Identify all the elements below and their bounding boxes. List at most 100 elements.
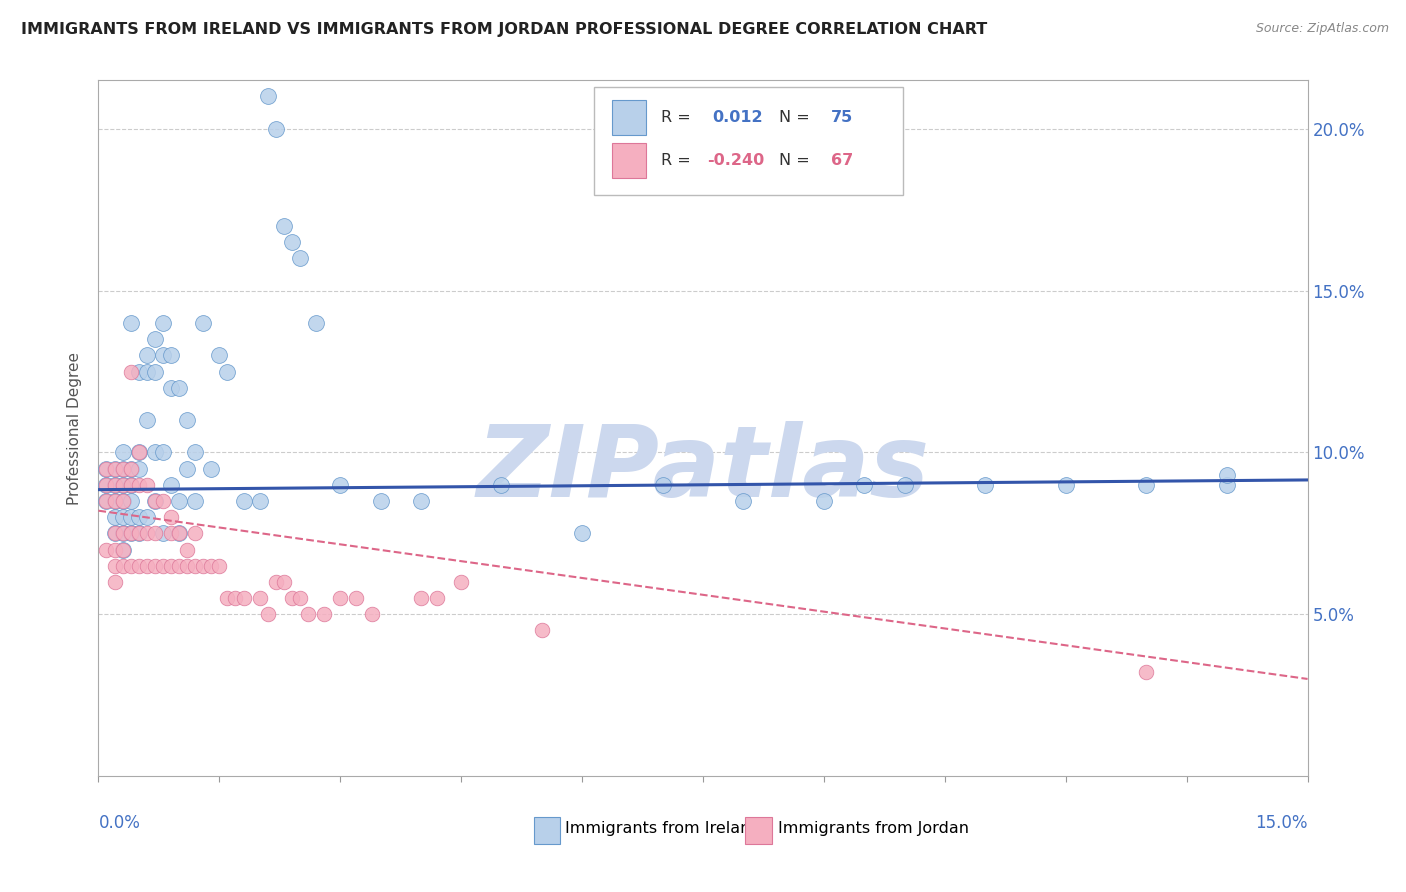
Point <box>135 526 157 541</box>
Point <box>232 591 254 605</box>
Point <box>176 542 198 557</box>
Point <box>143 494 166 508</box>
Point <box>491 477 513 491</box>
Text: 0.012: 0.012 <box>713 110 763 125</box>
Point <box>1216 477 1239 491</box>
Point <box>103 542 125 557</box>
Point <box>305 316 328 330</box>
Point <box>167 526 190 541</box>
Point <box>103 526 125 541</box>
Point <box>152 445 174 459</box>
Point <box>120 477 142 491</box>
Point <box>184 494 207 508</box>
Bar <box>534 817 561 844</box>
Point <box>128 445 150 459</box>
Point <box>96 477 118 491</box>
Point <box>128 461 150 475</box>
Text: 0.0%: 0.0% <box>98 814 141 832</box>
Point <box>120 510 142 524</box>
Point <box>96 542 118 557</box>
Point <box>111 526 134 541</box>
Point <box>103 558 125 573</box>
Point <box>96 461 118 475</box>
Point <box>160 510 183 524</box>
Point <box>143 365 166 379</box>
Point <box>974 477 997 491</box>
Point <box>152 348 174 362</box>
Point <box>249 494 271 508</box>
Text: IMMIGRANTS FROM IRELAND VS IMMIGRANTS FROM JORDAN PROFESSIONAL DEGREE CORRELATIO: IMMIGRANTS FROM IRELAND VS IMMIGRANTS FR… <box>21 22 987 37</box>
Point <box>111 494 134 508</box>
Point <box>426 591 449 605</box>
Point <box>176 413 198 427</box>
Point <box>361 607 384 622</box>
Point <box>288 591 311 605</box>
Point <box>103 477 125 491</box>
Text: N =: N = <box>779 110 815 125</box>
Point <box>111 461 134 475</box>
Point <box>264 121 287 136</box>
Point <box>111 445 134 459</box>
Point <box>143 445 166 459</box>
Point <box>96 461 118 475</box>
Point <box>111 526 134 541</box>
Point <box>344 591 367 605</box>
Point <box>1135 477 1157 491</box>
Point <box>135 348 157 362</box>
Point <box>120 461 142 475</box>
Point <box>329 477 352 491</box>
Point <box>167 558 190 573</box>
Point <box>120 365 142 379</box>
Point <box>651 477 673 491</box>
Point <box>160 348 183 362</box>
Point <box>200 558 222 573</box>
Point <box>160 526 183 541</box>
Point <box>120 526 142 541</box>
Point <box>120 558 142 573</box>
Point <box>135 558 157 573</box>
Point <box>530 624 553 638</box>
Point <box>128 558 150 573</box>
Point <box>184 526 207 541</box>
Point <box>176 558 198 573</box>
Point <box>128 477 150 491</box>
Point <box>152 494 174 508</box>
Point <box>128 526 150 541</box>
Y-axis label: Professional Degree: Professional Degree <box>67 351 83 505</box>
Point <box>208 348 231 362</box>
Point <box>288 252 311 266</box>
Point <box>370 494 392 508</box>
Point <box>193 558 215 573</box>
Point <box>111 477 134 491</box>
Point <box>152 558 174 573</box>
Point <box>273 574 295 589</box>
Point <box>103 574 125 589</box>
Point <box>193 316 215 330</box>
Point <box>111 510 134 524</box>
Point <box>281 591 304 605</box>
Point <box>314 607 336 622</box>
Point <box>893 477 915 491</box>
Point <box>200 461 222 475</box>
Text: 67: 67 <box>831 153 853 168</box>
Point <box>111 558 134 573</box>
Point <box>1135 665 1157 680</box>
Point <box>128 510 150 524</box>
Point <box>167 526 190 541</box>
Point <box>103 494 125 508</box>
Point <box>103 526 125 541</box>
Point <box>256 607 278 622</box>
Point <box>853 477 876 491</box>
Point <box>217 365 239 379</box>
Point <box>120 494 142 508</box>
Text: R =: R = <box>661 110 696 125</box>
Point <box>120 461 142 475</box>
Point <box>143 494 166 508</box>
Point <box>152 526 174 541</box>
Point <box>128 365 150 379</box>
Point <box>152 316 174 330</box>
Text: Immigrants from Ireland: Immigrants from Ireland <box>565 821 761 836</box>
Text: Source: ZipAtlas.com: Source: ZipAtlas.com <box>1256 22 1389 36</box>
Point <box>176 461 198 475</box>
Point <box>111 461 134 475</box>
